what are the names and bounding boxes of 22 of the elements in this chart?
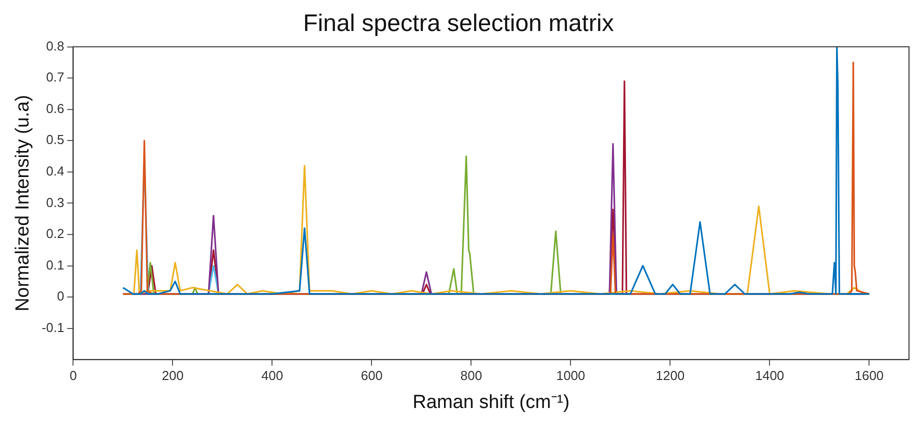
- y-tick-label: 0.2: [46, 226, 64, 242]
- y-tick-label: 0: [56, 288, 64, 304]
- x-tick-label: 200: [162, 368, 184, 383]
- x-tick-label: 800: [460, 368, 482, 383]
- y-tick-label: 0.5: [46, 132, 64, 148]
- y-axis-title: Normalized Intensity (u.a): [12, 94, 34, 312]
- x-tick-label: 1600: [854, 368, 884, 383]
- y-tick-label: 0.3: [46, 194, 64, 210]
- x-tick-label: 600: [360, 368, 383, 383]
- x-tick-label: 400: [261, 368, 284, 383]
- x-tick-label: 1400: [755, 368, 784, 383]
- y-tick-label: 0.6: [46, 100, 64, 116]
- x-axis-title: Raman shift (cm⁻¹): [412, 392, 570, 413]
- chart-title: Final spectra selection matrix: [303, 10, 614, 38]
- y-tick-label: 0.8: [46, 38, 64, 54]
- y-tick-label: 0.1: [46, 257, 64, 272]
- x-tick-label: 1200: [656, 368, 685, 383]
- y-tick-label: 0.4: [46, 164, 64, 178]
- x-tick-label: 0: [70, 368, 77, 383]
- x-tick-label: 1000: [556, 368, 586, 383]
- y-tick-label: -0.1: [42, 320, 64, 335]
- y-tick-label: 0.7: [46, 70, 64, 85]
